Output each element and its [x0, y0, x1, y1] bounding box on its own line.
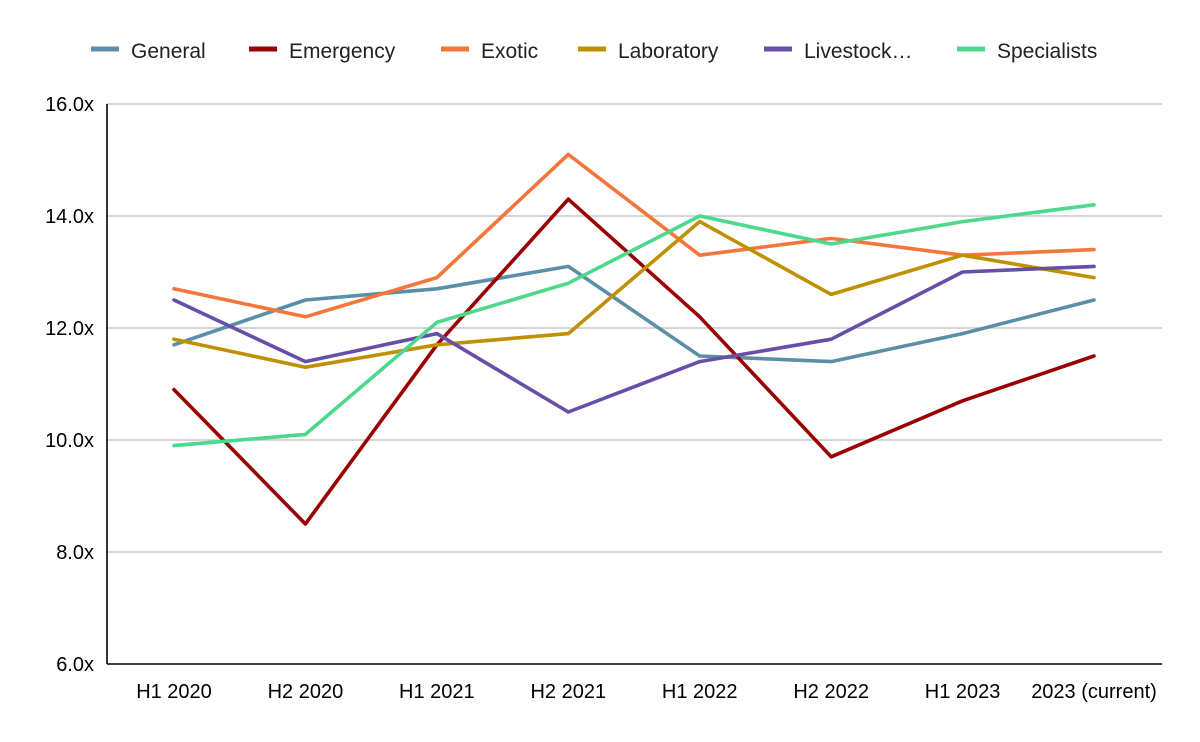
x-tick-label: H2 2020	[268, 681, 344, 703]
series-line-livestock	[172, 264, 1096, 414]
y-tick-label: 12.0x	[45, 318, 94, 340]
legend-item-emergency: Emergency	[249, 40, 396, 63]
axes	[106, 104, 1162, 665]
x-tick-label: H1 2020	[136, 681, 212, 703]
legend-label: Specialists	[997, 40, 1097, 63]
y-tick-label: 8.0x	[56, 542, 94, 564]
legend-item-general: General	[91, 40, 206, 63]
x-axis-ticks: H1 2020 H2 2020 H1 2021 H2 2021 H1 2022 H2 20…	[136, 681, 1157, 703]
series-line-exotic	[172, 152, 1096, 319]
legend-label: Exotic	[481, 40, 538, 63]
legend: General Emergency Exotic Laboratory Livestoc…	[91, 40, 1097, 63]
x-tick-label: H1 2022	[662, 681, 738, 703]
legend-item-laboratory: Laboratory	[578, 40, 719, 63]
y-tick-label: 10.0x	[45, 430, 94, 452]
legend-item-specialists: Specialists	[957, 40, 1097, 63]
series-line-specialists	[172, 203, 1096, 448]
x-tick-label: H1 2021	[399, 681, 475, 703]
x-tick-label: H2 2021	[530, 681, 606, 703]
legend-label: Emergency	[289, 40, 396, 63]
y-tick-label: 6.0x	[56, 654, 94, 676]
y-tick-label: 14.0x	[45, 206, 94, 228]
series-lines	[172, 152, 1096, 526]
legend-label: Laboratory	[618, 40, 719, 63]
x-tick-label: H1 2023	[925, 681, 1001, 703]
y-axis-ticks: 6.0x 8.0x 10.0x 12.0x 14.0x 16.0x	[45, 94, 94, 676]
y-tick-label: 16.0x	[45, 94, 94, 116]
x-tick-label: H2 2022	[793, 681, 869, 703]
legend-label: General	[131, 40, 206, 63]
series-line-general	[172, 264, 1096, 364]
series-line-emergency	[172, 197, 1096, 526]
legend-label: Livestock…	[804, 40, 913, 63]
legend-item-exotic: Exotic	[441, 40, 538, 63]
series-line-laboratory	[172, 219, 1096, 370]
legend-item-livestock: Livestock…	[764, 40, 913, 63]
x-tick-label: 2023 (current)	[1031, 681, 1157, 703]
